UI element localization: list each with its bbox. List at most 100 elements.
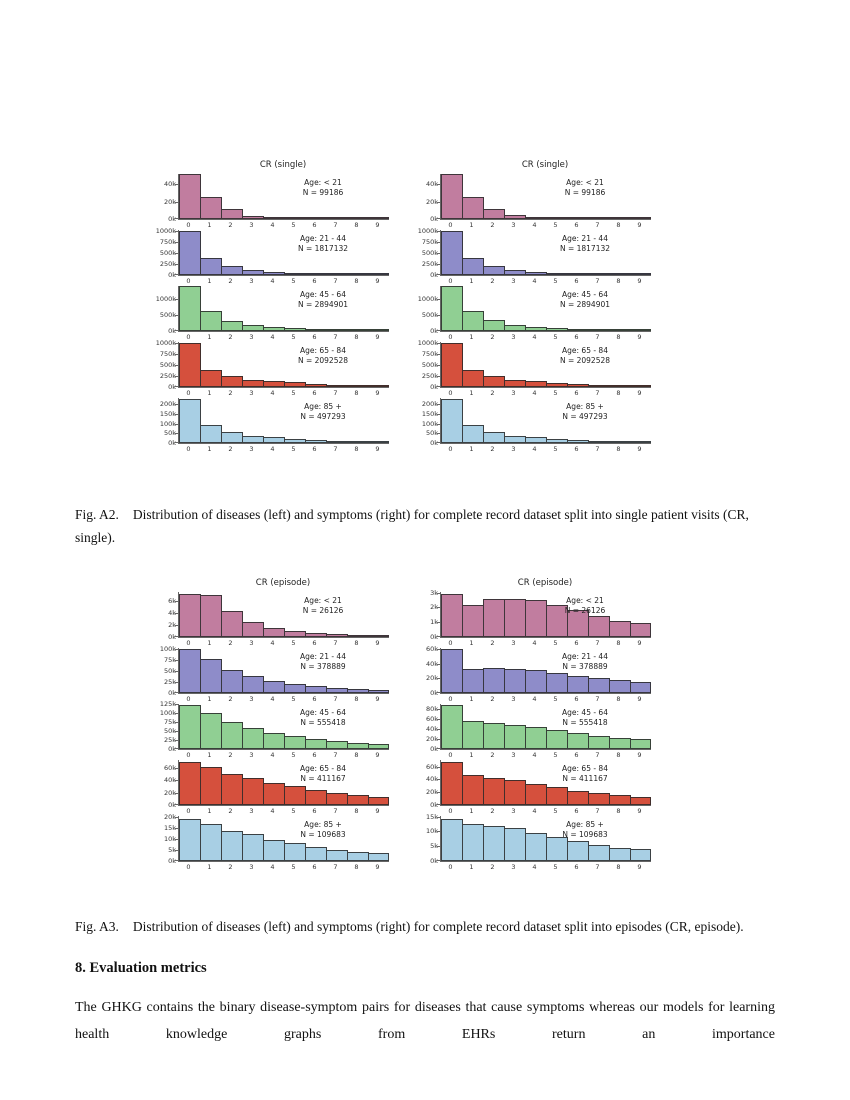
age-group-annotation: Age: 21 - 44 N = 1817132 (275, 234, 371, 254)
y-axis-tick-label: 0k (430, 857, 438, 865)
histogram-bar (504, 725, 526, 749)
histogram-bar (305, 384, 327, 387)
histogram-panel: 0k 5k 10k 15k 0 1 2 3 4 5 6 7 8 9 Age: 85 + N = 109683 (412, 813, 651, 872)
histogram-bar (630, 849, 651, 861)
histogram-bar (326, 741, 348, 749)
histogram-bar (242, 325, 264, 331)
y-axis-tick-mark (175, 828, 178, 829)
histogram-panel: 0k 500k 1000k 0 1 2 3 4 5 6 7 8 9 Age: 45 - 64 N = 289… (412, 286, 651, 342)
sample-size-label: N = 99186 (302, 188, 344, 198)
x-axis-tick-label: 7 (333, 863, 338, 871)
sample-size-label: N = 26126 (564, 606, 606, 616)
x-axis-tick-label: 9 (375, 639, 380, 647)
y-axis-tick-label: 25k (163, 678, 176, 687)
y-axis-tick-mark (175, 649, 178, 650)
y-axis-tick-mark (175, 748, 178, 749)
y-axis-tick-mark (175, 253, 178, 254)
y-axis-tick-mark (437, 274, 440, 275)
body-paragraph: The GHKG contains the binary disease-sym… (75, 1000, 775, 1042)
y-axis-tick-label: 6k (168, 597, 176, 606)
y-axis-tick-label: 0k (430, 689, 438, 697)
histogram-bar (347, 689, 369, 693)
age-label: Age: 21 - 44 (562, 652, 608, 661)
x-axis-tick-label: 8 (616, 863, 621, 871)
x-axis-tick-label: 3 (249, 333, 254, 341)
x-axis-tick-label: 8 (354, 863, 359, 871)
y-axis-tick-mark (437, 376, 440, 377)
x-axis-tick-label: 6 (312, 807, 317, 815)
histogram-bar (504, 599, 526, 637)
age-group-annotation: Age: 65 - 84 N = 411167 (537, 764, 633, 784)
histogram-bar (326, 329, 348, 331)
y-axis-tick-label: 0k (430, 801, 438, 809)
y-axis-tick-label: 0k (168, 327, 176, 335)
age-group-annotation: Age: 45 - 64 N = 2894901 (537, 290, 633, 310)
y-axis-tick-mark (437, 678, 440, 679)
histogram-bar (525, 327, 547, 331)
histogram-bar (588, 441, 610, 443)
x-axis-tick-label: 1 (207, 389, 212, 397)
x-axis-tick-label: 5 (553, 751, 558, 759)
histogram-bar (567, 440, 589, 443)
x-axis-tick-label: 1 (469, 751, 474, 759)
y-axis-tick-label: 100k (159, 645, 176, 654)
histogram-bar (326, 273, 348, 275)
y-axis-tick-mark (175, 202, 178, 203)
chart-title: CR (single) (259, 160, 307, 170)
chart-title: CR (episode) (255, 578, 311, 588)
x-axis-tick-label: 8 (616, 807, 621, 815)
y-axis-tick-label: 750k (421, 349, 438, 358)
plot-area (440, 398, 651, 444)
x-axis-tick-label: 7 (595, 221, 600, 229)
histogram-bar (263, 217, 285, 219)
y-axis-tick-label: 1000k (155, 226, 176, 235)
y-axis-tick-label: 50k (425, 429, 438, 438)
y-axis-tick-label: 0k (430, 271, 438, 279)
histogram-bar (179, 705, 201, 749)
x-axis-tick-label: 4 (532, 277, 537, 285)
sample-size-label: N = 497293 (300, 412, 346, 422)
y-axis-tick-mark (437, 424, 440, 425)
histogram-bar (588, 616, 610, 637)
histogram-bar (284, 328, 306, 331)
x-axis-tick-label: 5 (291, 751, 296, 759)
x-axis-tick-label: 3 (511, 333, 516, 341)
sample-size-label: N = 109683 (300, 830, 346, 840)
y-axis-tick-mark (437, 264, 440, 265)
histogram-panel: 0k 2k 4k 6k 0 1 2 3 4 5 6 7 8 9 Age: < 21 N = 26126 (150, 592, 389, 648)
histogram-bar (221, 722, 243, 749)
histogram-bar (179, 399, 201, 443)
x-axis-tick-label: 9 (375, 221, 380, 229)
histogram-panel: 0k 1k 2k 3k 0 1 2 3 4 5 6 7 8 9 Age: < 21 N = 26126 (412, 589, 651, 648)
histogram-bar (567, 217, 589, 219)
y-axis-tick-label: 200k (421, 400, 438, 409)
plot-area (440, 816, 651, 862)
y-axis-tick-mark (175, 780, 178, 781)
x-axis-tick-label: 3 (249, 807, 254, 815)
y-axis-tick-mark (437, 860, 440, 861)
x-axis-tick-label: 4 (532, 863, 537, 871)
age-label: Age: 65 - 84 (562, 764, 608, 773)
x-axis-tick-label: 8 (616, 277, 621, 285)
y-axis-tick-label: 250k (421, 259, 438, 268)
x-axis-tick-label: 3 (249, 639, 254, 647)
y-axis-tick-mark (175, 768, 178, 769)
histogram-bar (462, 425, 484, 443)
x-axis-tick-label: 6 (574, 221, 579, 229)
histogram-bar (441, 286, 463, 331)
y-axis-tick-label: 500k (159, 248, 176, 257)
y-axis-tick-label: 60k (425, 762, 438, 771)
x-axis-tick-label: 1 (469, 221, 474, 229)
histogram-bar (630, 739, 651, 749)
x-axis-tick-label: 0 (186, 639, 191, 647)
y-axis-tick-mark (437, 365, 440, 366)
histogram-bar (368, 690, 389, 693)
x-axis-tick-label: 1 (469, 807, 474, 815)
histogram-bar (483, 209, 505, 219)
y-axis-tick-label: 0k (430, 633, 438, 641)
histogram-bar (567, 273, 589, 275)
histogram-bar (609, 795, 631, 805)
y-axis-tick-label: 40k (425, 180, 438, 189)
x-axis-tick-label: 0 (186, 751, 191, 759)
histogram-bar (200, 425, 222, 443)
